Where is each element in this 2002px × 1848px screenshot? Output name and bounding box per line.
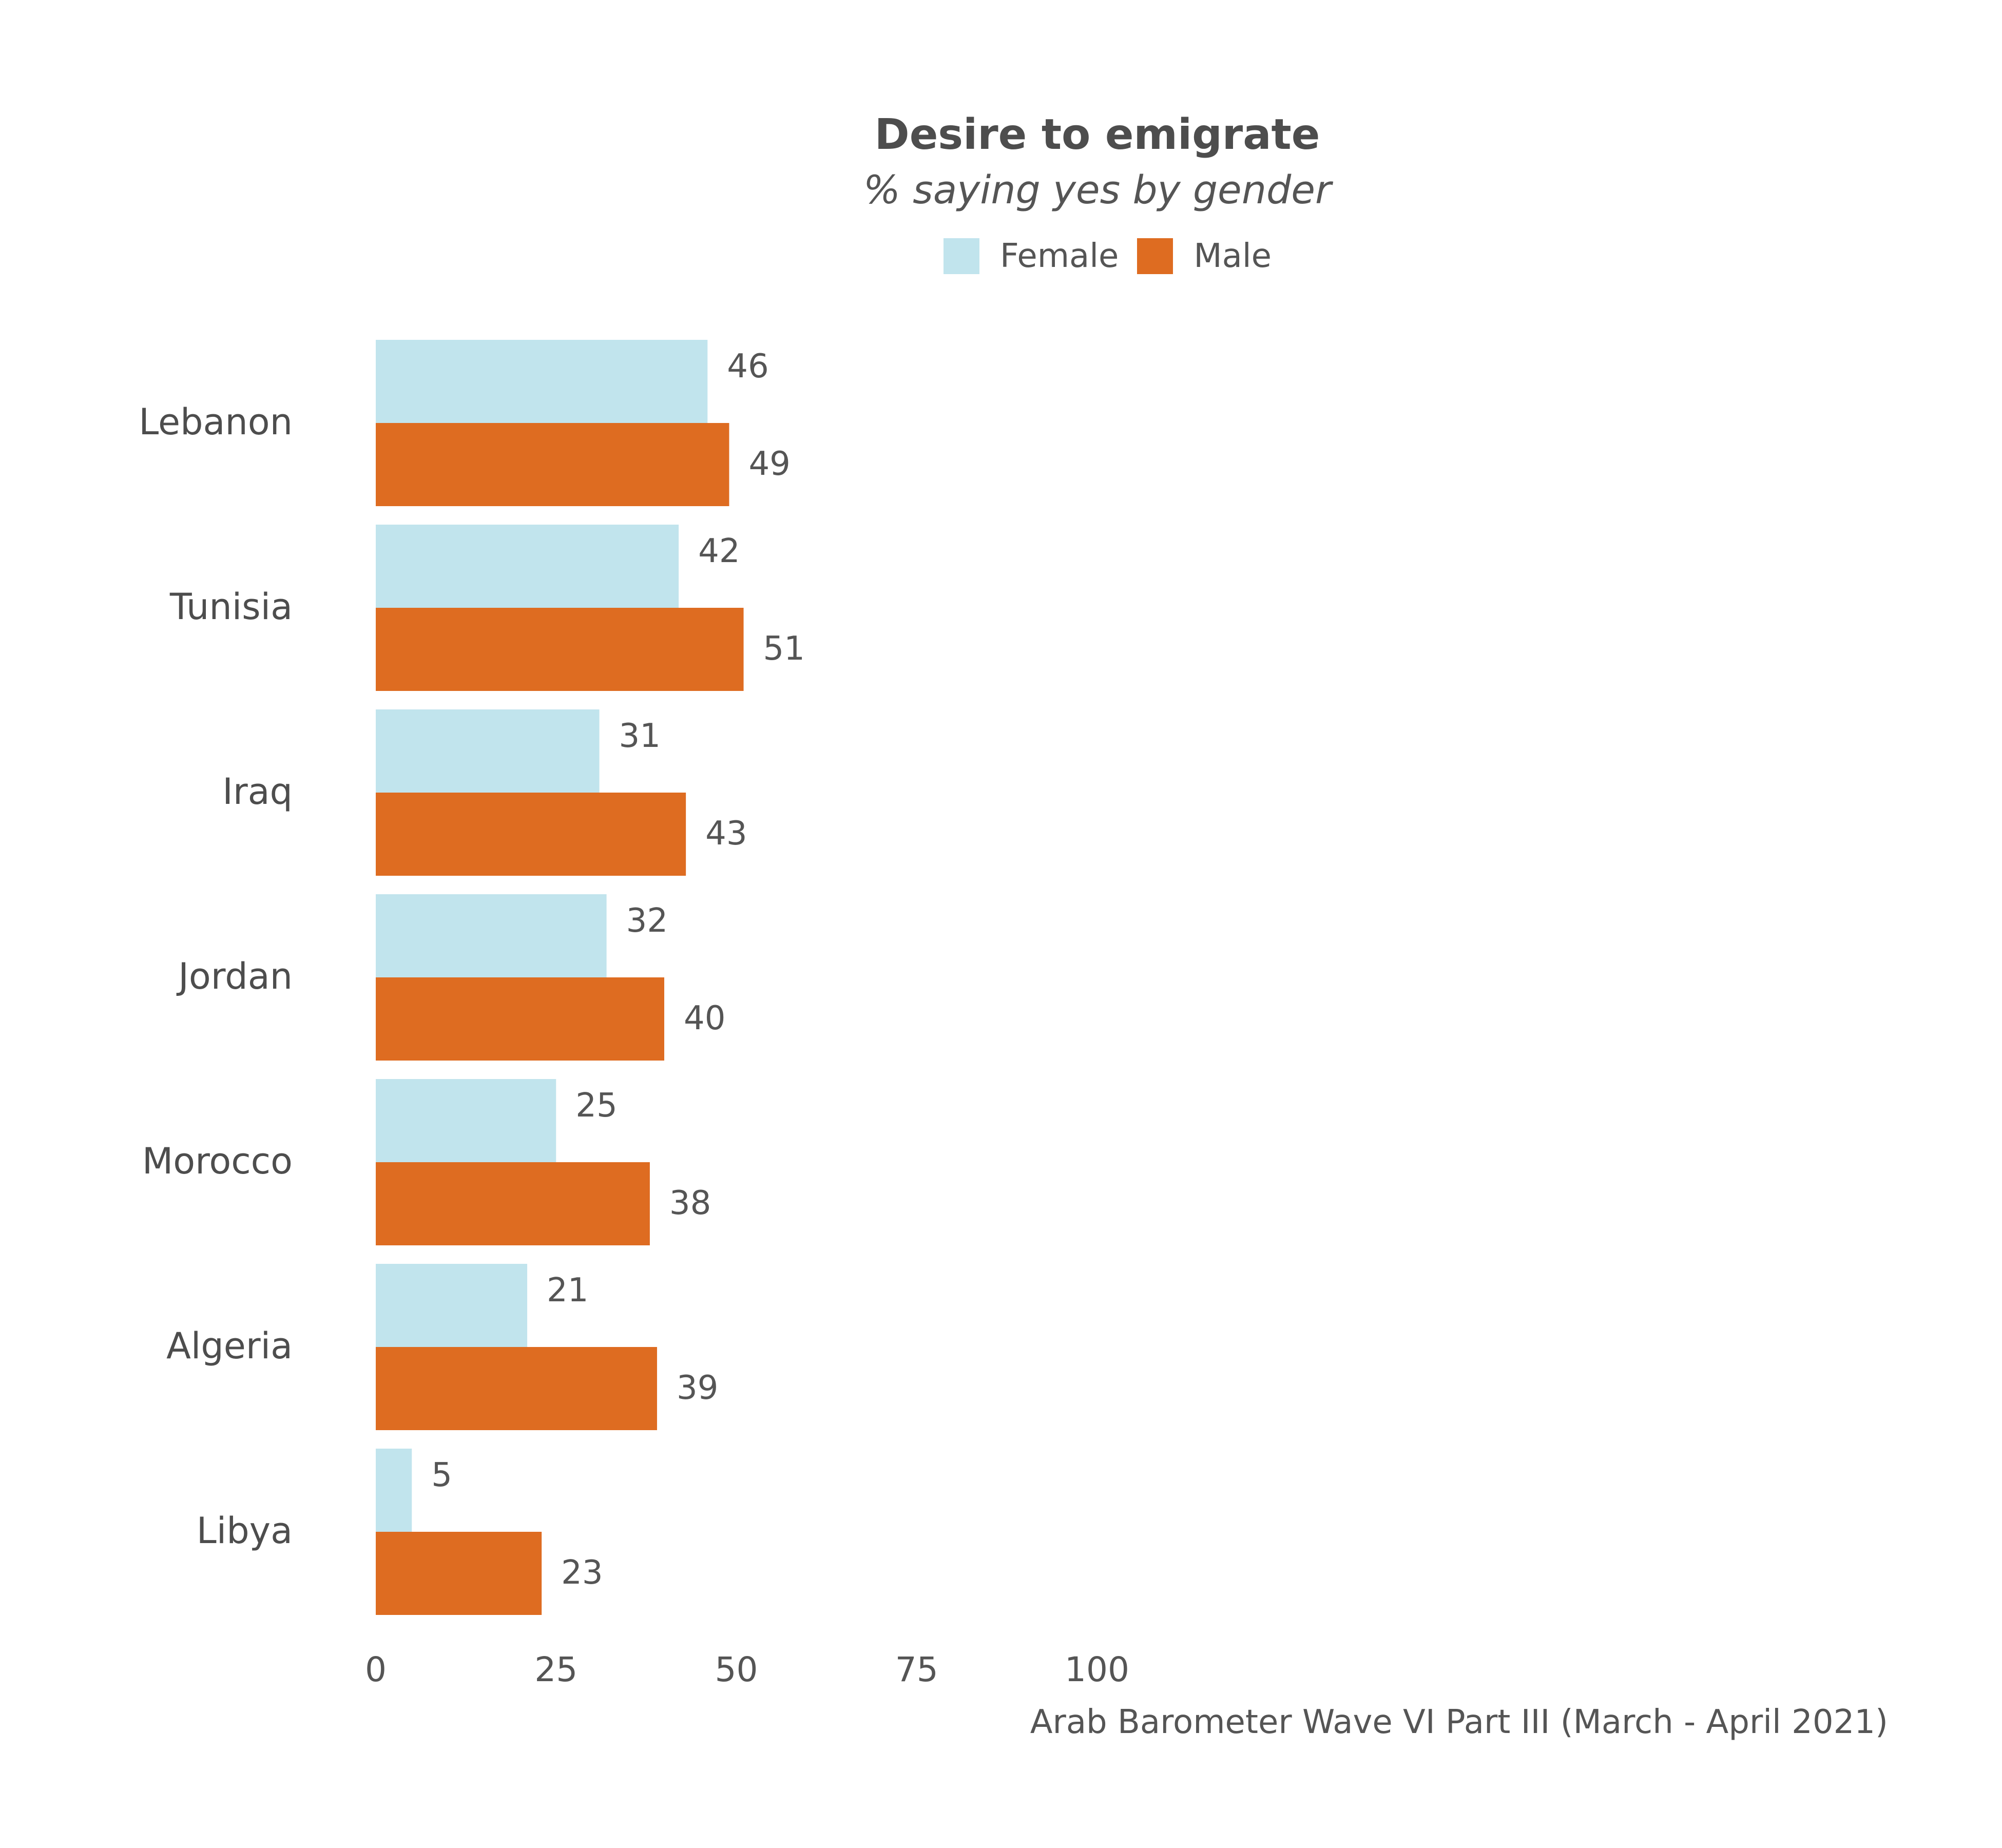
x-tick-label: 50 — [715, 1650, 758, 1689]
legend: Female Male — [0, 237, 2002, 275]
legend-label-female: Female — [1000, 237, 1119, 275]
category-label: Libya — [197, 1510, 293, 1552]
legend-item-female: Female — [944, 237, 1119, 275]
data-label-female: 21 — [547, 1272, 588, 1310]
data-label-female: 32 — [626, 902, 668, 940]
category-label: Iraq — [222, 771, 293, 813]
x-tick-label: 0 — [365, 1650, 387, 1689]
data-label-female: 42 — [698, 532, 740, 570]
data-label-female: 46 — [727, 348, 768, 386]
data-label-male: 40 — [684, 999, 725, 1037]
category-label: Algeria — [166, 1325, 293, 1367]
bar-female — [376, 525, 679, 608]
bar-female — [376, 894, 607, 977]
data-label-male: 49 — [748, 445, 790, 483]
legend-item-male: Male — [1137, 237, 1272, 275]
bar-male — [376, 1162, 650, 1245]
bar-female — [376, 709, 600, 793]
bar-female — [376, 1079, 556, 1162]
bar-male — [376, 1347, 657, 1430]
bar-male — [376, 1532, 542, 1615]
source-caption: Arab Barometer Wave VI Part III (March -… — [1030, 1703, 1888, 1741]
bar-female — [376, 1449, 412, 1532]
bar-male — [376, 423, 729, 506]
category-label: Tunisia — [169, 586, 293, 628]
chart-subtitle: % saying yes by gender — [863, 167, 1332, 213]
legend-swatch-female — [944, 238, 979, 274]
bar-male — [376, 977, 664, 1061]
chart-title: Desire to emigrate — [874, 110, 1320, 159]
x-tick-label: 75 — [895, 1650, 938, 1689]
legend-label-male: Male — [1194, 237, 1272, 275]
category-label: Jordan — [176, 955, 293, 997]
bar-male — [376, 608, 744, 691]
data-label-female: 5 — [431, 1456, 452, 1494]
bar-female — [376, 1264, 528, 1347]
category-label: Morocco — [142, 1140, 293, 1182]
data-label-male: 43 — [705, 815, 747, 853]
bar-female — [376, 340, 708, 423]
category-label: Lebanon — [139, 401, 293, 443]
data-label-female: 31 — [619, 717, 661, 755]
data-label-male: 23 — [561, 1554, 603, 1592]
bar-male — [376, 793, 686, 876]
legend-swatch-male — [1137, 238, 1173, 274]
x-tick-label: 100 — [1065, 1650, 1129, 1689]
data-label-female: 25 — [575, 1087, 617, 1125]
data-label-male: 38 — [669, 1184, 711, 1222]
x-tick-label: 25 — [534, 1650, 578, 1689]
data-label-male: 39 — [677, 1369, 718, 1407]
data-label-male: 51 — [763, 630, 805, 668]
